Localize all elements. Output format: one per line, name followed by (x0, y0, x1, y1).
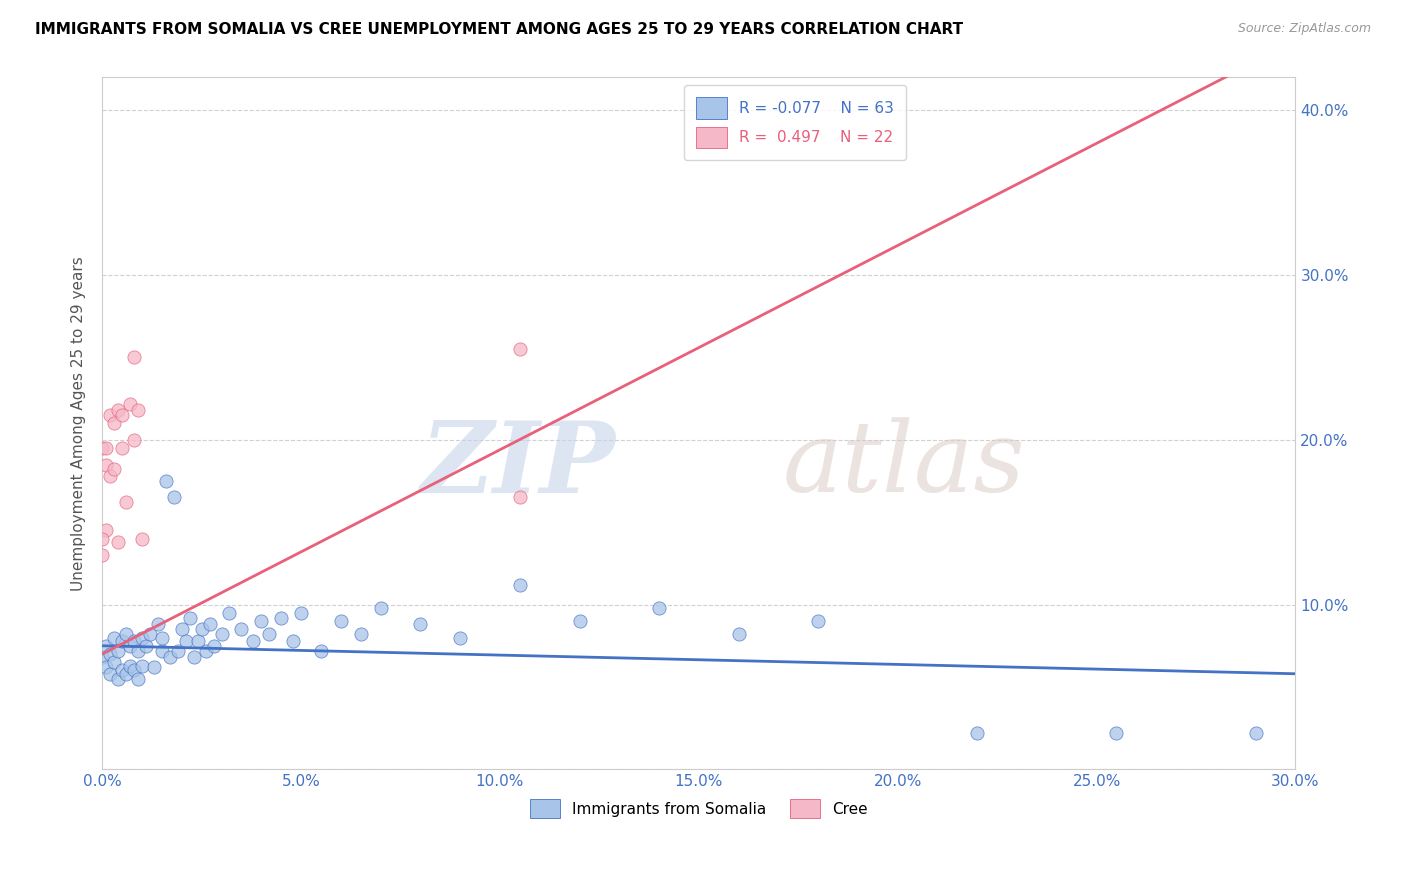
Point (174, 633, 197, 648)
Point (309, 643, 332, 657)
Point (118, 658, 141, 673)
Point (155, 474, 177, 488)
Point (122, 433, 145, 447)
Point (183, 650, 205, 665)
Point (131, 532, 153, 546)
Point (170, 622, 193, 636)
Point (107, 403, 129, 417)
Point (150, 643, 173, 657)
Point (131, 658, 153, 673)
Point (107, 643, 129, 657)
Point (202, 639, 225, 653)
Point (231, 622, 253, 636)
Point (568, 614, 591, 628)
Point (103, 462, 125, 476)
Point (187, 633, 209, 648)
Text: ZIP: ZIP (420, 417, 616, 513)
Point (96, 660, 118, 674)
Point (242, 633, 264, 648)
Point (98, 408, 121, 422)
Point (142, 660, 165, 674)
Point (111, 441, 134, 455)
Point (91, 441, 114, 455)
Point (329, 614, 352, 628)
Point (727, 627, 749, 641)
Text: IMMIGRANTS FROM SOMALIA VS CREE UNEMPLOYMENT AMONG AGES 25 TO 29 YEARS CORRELATI: IMMIGRANTS FROM SOMALIA VS CREE UNEMPLOY… (35, 22, 963, 37)
Point (281, 633, 304, 648)
Point (166, 643, 188, 657)
Point (98, 666, 121, 681)
Point (118, 639, 141, 653)
Point (127, 672, 149, 686)
Point (139, 627, 162, 641)
Legend: Immigrants from Somalia, Cree: Immigrants from Somalia, Cree (523, 793, 875, 824)
Point (194, 643, 217, 657)
Point (190, 622, 212, 636)
Point (127, 643, 149, 657)
Point (91, 650, 114, 665)
Point (111, 633, 134, 648)
Point (648, 600, 671, 615)
Point (159, 650, 181, 665)
Point (122, 351, 145, 365)
Point (509, 578, 531, 592)
Point (350, 627, 373, 641)
Point (1244, 726, 1267, 740)
Point (127, 403, 149, 417)
Point (509, 343, 531, 357)
Point (122, 664, 145, 678)
Point (370, 600, 392, 615)
Text: Source: ZipAtlas.com: Source: ZipAtlas.com (1237, 22, 1371, 36)
Point (107, 535, 129, 549)
Point (146, 617, 169, 632)
Point (98, 469, 121, 483)
Point (91, 548, 114, 562)
Point (96, 458, 118, 472)
Point (1105, 726, 1128, 740)
Point (449, 631, 471, 645)
Point (111, 408, 134, 422)
Point (218, 606, 240, 620)
Point (115, 666, 138, 681)
Point (163, 491, 186, 505)
Point (103, 417, 125, 431)
Point (409, 617, 432, 632)
Point (96, 441, 118, 455)
Point (115, 495, 138, 509)
Point (966, 726, 988, 740)
Point (111, 664, 134, 678)
Point (107, 672, 129, 686)
Point (259, 627, 281, 641)
Text: atlas: atlas (782, 417, 1025, 513)
Point (118, 396, 141, 410)
Point (807, 614, 830, 628)
Point (91, 532, 114, 546)
Point (103, 631, 125, 645)
Point (509, 491, 531, 505)
Point (290, 606, 312, 620)
Point (96, 639, 118, 653)
Point (103, 655, 125, 669)
Point (211, 627, 233, 641)
Point (270, 611, 292, 625)
Point (115, 627, 138, 641)
Point (250, 614, 273, 628)
Point (135, 639, 157, 653)
Point (98, 647, 121, 661)
Point (198, 617, 221, 632)
Point (150, 631, 173, 645)
Y-axis label: Unemployment Among Ages 25 to 29 years: Unemployment Among Ages 25 to 29 years (72, 256, 86, 591)
Point (122, 633, 145, 648)
Point (179, 611, 201, 625)
Point (96, 524, 118, 538)
Point (131, 631, 153, 645)
